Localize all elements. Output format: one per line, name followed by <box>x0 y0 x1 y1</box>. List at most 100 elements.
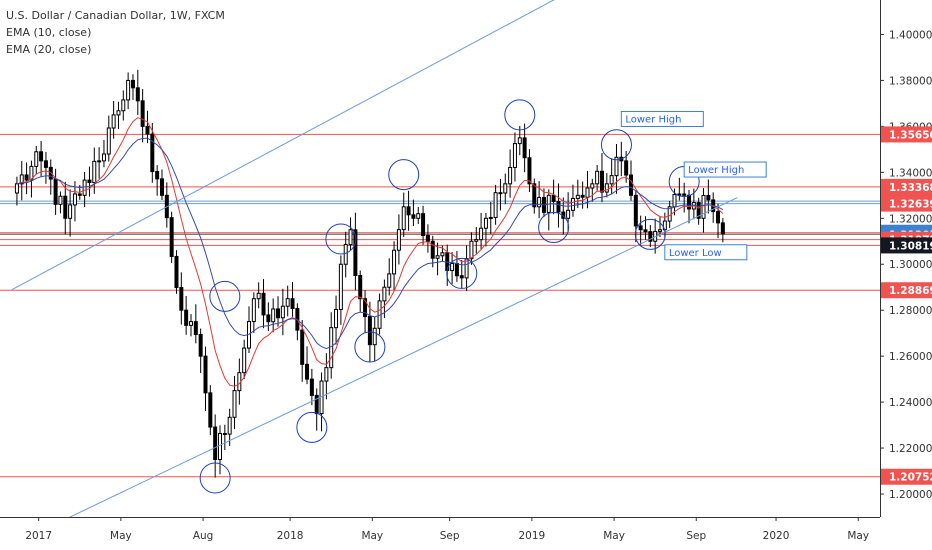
candle-23 <box>126 72 131 110</box>
candle-30 <box>159 169 164 201</box>
candle-98 <box>488 201 493 234</box>
candle-133 <box>658 216 662 238</box>
candle-96 <box>479 212 484 251</box>
candle-146 <box>720 218 725 243</box>
annotation-1[interactable]: Lower High <box>683 161 767 178</box>
candle-131 <box>648 224 653 248</box>
annotation-label: Lower Low <box>669 248 722 259</box>
x-tick-label-8: Sep <box>686 530 706 542</box>
candle-41 <box>213 414 218 478</box>
indicator-ema-20: EMA (20, close) <box>6 43 92 56</box>
candle-86 <box>430 235 435 268</box>
candle-138 <box>682 182 687 213</box>
y-tick-label-1: 1.22000 <box>889 443 932 455</box>
price-badge-label: 1.35650 <box>889 129 932 141</box>
candle-16 <box>92 147 97 194</box>
plot-lines <box>0 133 880 478</box>
chart-legend: U.S. Dollar / Canadian Dollar, 1W, FXCM … <box>6 7 225 58</box>
candle-56 <box>285 285 290 317</box>
candle-81 <box>406 190 411 231</box>
candle-7 <box>48 159 53 195</box>
candle-20 <box>111 100 116 139</box>
candle-107 <box>532 178 537 214</box>
x-tick-label-6: 2019 <box>519 530 546 542</box>
candle-53 <box>271 298 276 333</box>
candle-21 <box>116 101 121 129</box>
candle-17 <box>97 147 102 179</box>
candle-94 <box>469 232 474 265</box>
candle-74 <box>372 316 377 362</box>
x-tick-label-5: Sep <box>440 530 460 542</box>
y-tick-label-7: 1.34000 <box>889 167 932 179</box>
x-tick-label-2: Aug <box>193 530 214 542</box>
candle-102 <box>508 149 513 198</box>
swing-circle-7 <box>504 99 536 131</box>
y-tick-label-5: 1.30000 <box>889 259 932 271</box>
ema-20-line <box>16 137 724 350</box>
candle-124 <box>614 144 619 194</box>
indicator-ema-10: EMA (10, close) <box>6 26 92 39</box>
annotation-0[interactable]: Lower High <box>620 110 704 127</box>
x-tick-label-10: May <box>847 530 869 542</box>
y-tick-label-4: 1.28000 <box>889 305 932 317</box>
candle-70 <box>353 212 358 291</box>
candle-55 <box>280 288 285 336</box>
price-badge-0: 1.35650 <box>881 126 932 143</box>
y-tick-label-9: 1.38000 <box>889 75 932 87</box>
candle-22 <box>121 90 126 121</box>
candle-82 <box>411 199 416 226</box>
candle-112 <box>556 183 561 228</box>
candle-45 <box>232 375 237 430</box>
candle-15 <box>87 166 92 197</box>
x-tick-label-4: May <box>361 530 383 542</box>
chart-title: U.S. Dollar / Canadian Dollar, 1W, FXCM <box>6 9 225 22</box>
candle-42 <box>218 425 222 475</box>
candle-111 <box>551 179 556 215</box>
candle-8 <box>53 168 58 215</box>
y-tick-label-6: 1.32000 <box>889 213 932 225</box>
candle-24 <box>130 74 135 100</box>
candle-28 <box>150 122 155 183</box>
candle-5 <box>39 140 44 177</box>
trend-line-0 <box>11 0 555 290</box>
candle-19 <box>106 115 111 162</box>
annotation-label: Lower High <box>625 114 681 125</box>
candle-6 <box>43 151 48 184</box>
x-tick-label-7: May <box>603 530 625 542</box>
candle-141 <box>696 197 701 225</box>
candle-37 <box>193 304 198 344</box>
swing-circle-3 <box>296 411 328 443</box>
price-badge-9: 1.20752 <box>881 468 932 485</box>
candle-52 <box>266 302 271 332</box>
x-tick-label-3: 2018 <box>277 530 304 542</box>
candle-62 <box>314 388 319 431</box>
swing-circle-0 <box>209 280 241 312</box>
candle-99 <box>493 184 498 225</box>
x-tick-label-1: May <box>110 530 132 542</box>
candle-48 <box>247 306 252 354</box>
annotation-label: Lower High <box>688 165 744 176</box>
candle-12 <box>72 181 77 222</box>
candle-59 <box>300 320 305 382</box>
annotation-2[interactable]: Lower Low <box>664 244 748 261</box>
candle-35 <box>184 295 189 335</box>
candle-79 <box>396 214 401 265</box>
candle-64 <box>324 353 329 400</box>
trend-line-1 <box>65 197 738 520</box>
candle-105 <box>522 123 527 173</box>
candle-69 <box>348 217 353 251</box>
candle-116 <box>575 179 580 208</box>
candle-10 <box>63 181 68 235</box>
swing-circle-4 <box>388 159 420 191</box>
candle-38 <box>198 328 203 373</box>
candle-84 <box>421 205 426 245</box>
swing-circle-9 <box>600 129 632 161</box>
candle-119 <box>590 178 595 202</box>
candle-137 <box>677 177 682 201</box>
candle-87 <box>435 242 440 276</box>
candle-32 <box>169 211 174 263</box>
candle-103 <box>512 132 517 182</box>
candle-34 <box>179 272 184 325</box>
